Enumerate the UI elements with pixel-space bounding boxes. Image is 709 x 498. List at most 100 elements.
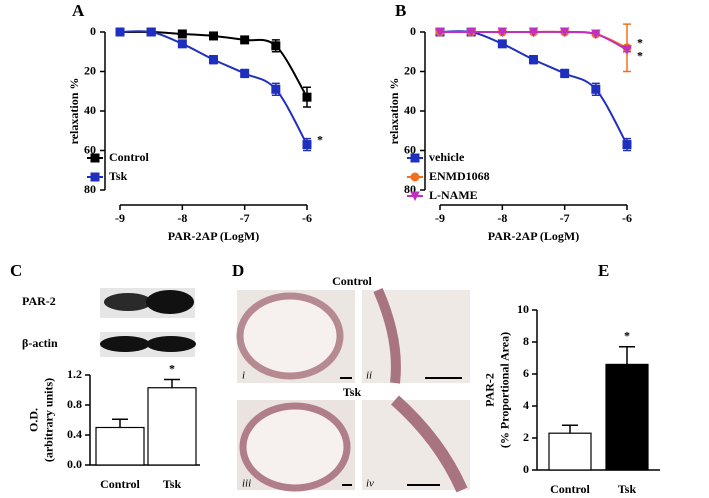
point <box>559 27 570 38</box>
panel-label: B <box>395 1 406 20</box>
annotation: * <box>317 132 323 146</box>
point <box>529 55 538 65</box>
point <box>560 68 570 78</box>
legend-marker <box>410 153 420 163</box>
y-tick-label: 0.0 <box>67 457 82 471</box>
error-bar <box>562 424 578 434</box>
point <box>177 39 187 49</box>
y-axis-label: PAR-2 <box>482 373 496 407</box>
y-tick-label: 0 <box>410 24 416 38</box>
y-tick-label: 40 <box>84 103 96 117</box>
panel-label: D <box>232 261 244 280</box>
legend-marker <box>410 172 420 182</box>
legend-label: Control <box>109 150 149 164</box>
x-tick-label: Tsk <box>163 477 182 491</box>
y-tick-label: 6 <box>523 366 529 380</box>
y-axis-label: O.D. <box>26 408 40 432</box>
y-tick-label: 80 <box>84 182 96 196</box>
image-label: i <box>242 370 245 382</box>
x-tick-label: Control <box>100 477 140 491</box>
y-tick-label: 1.2 <box>67 367 82 381</box>
bar <box>147 387 197 466</box>
legend-label: L-NAME <box>429 188 478 202</box>
x-tick-label: Tsk <box>618 482 637 496</box>
y-tick-label: 4 <box>523 398 529 412</box>
y-tick-label: 40 <box>404 103 416 117</box>
x-tick-label: -7 <box>560 211 570 225</box>
y-tick-label: 0.8 <box>67 397 82 411</box>
point <box>240 68 250 78</box>
image-label: ii <box>366 370 372 382</box>
y-tick-label: 0 <box>523 462 529 476</box>
group-title: Tsk <box>343 385 362 399</box>
point <box>591 29 601 40</box>
point <box>591 84 601 94</box>
y-tick-label: 0 <box>90 24 96 38</box>
x-tick-label: -6 <box>622 211 632 225</box>
point <box>115 27 125 37</box>
bar <box>95 426 145 466</box>
y-tick-label: 60 <box>404 142 416 156</box>
blot-band <box>146 336 196 352</box>
y-axis-label: (% Proportional Area) <box>497 332 511 448</box>
x-tick-label: -7 <box>240 211 250 225</box>
blot-band <box>104 293 152 311</box>
bar <box>548 432 592 471</box>
panel-label: E <box>598 261 609 280</box>
blot-band <box>146 290 194 314</box>
legend-marker <box>90 153 100 163</box>
point <box>466 27 476 38</box>
error-bar <box>112 418 128 428</box>
y-tick-label: 20 <box>404 63 416 77</box>
point <box>209 31 218 41</box>
y-axis-label: relaxation % <box>67 78 81 145</box>
point <box>209 55 218 65</box>
legend-marker <box>410 191 420 202</box>
y-tick-label: 0.4 <box>67 427 82 441</box>
y-tick-label: 60 <box>84 142 96 156</box>
point <box>622 140 632 150</box>
x-tick-label: -9 <box>435 211 445 225</box>
x-axis-label: PAR-2AP (LogM) <box>488 229 579 243</box>
annotation: * <box>624 329 630 343</box>
point <box>271 41 281 51</box>
point <box>146 27 156 37</box>
blot-band <box>100 336 150 352</box>
x-axis-label: PAR-2AP (LogM) <box>168 229 259 243</box>
error-bar <box>619 346 635 365</box>
x-tick-label: -8 <box>497 211 507 225</box>
point <box>177 29 187 39</box>
y-axis-label: relaxation % <box>387 78 401 145</box>
legend-label: vehicle <box>429 150 465 164</box>
annotation: * <box>169 361 175 375</box>
group-title: Control <box>332 274 372 288</box>
x-tick-label: Control <box>550 482 590 496</box>
y-tick-label: 8 <box>523 334 529 348</box>
x-tick-label: -6 <box>302 211 312 225</box>
bar <box>605 363 649 471</box>
point <box>622 45 632 55</box>
point <box>528 27 539 38</box>
point <box>302 92 312 102</box>
point <box>497 39 507 49</box>
point <box>302 140 312 150</box>
image-label: iv <box>366 478 374 490</box>
y-axis-label: (arbitrary units) <box>41 378 55 462</box>
blot-label: β-actin <box>22 336 58 350</box>
histology-images <box>236 287 470 493</box>
x-tick-label: -8 <box>177 211 187 225</box>
panel-label: C <box>10 261 22 280</box>
y-tick-label: 20 <box>84 63 96 77</box>
annotation: * <box>637 36 643 50</box>
legend-marker <box>90 172 100 182</box>
image-label: iii <box>242 478 251 490</box>
panel-label: A <box>72 1 85 20</box>
annotation: * <box>637 49 643 63</box>
point <box>240 35 250 45</box>
error-bar <box>164 378 180 388</box>
x-tick-label: -9 <box>115 211 125 225</box>
y-tick-label: 2 <box>523 430 529 444</box>
legend-label: ENMD1068 <box>429 169 490 183</box>
point <box>497 27 508 38</box>
